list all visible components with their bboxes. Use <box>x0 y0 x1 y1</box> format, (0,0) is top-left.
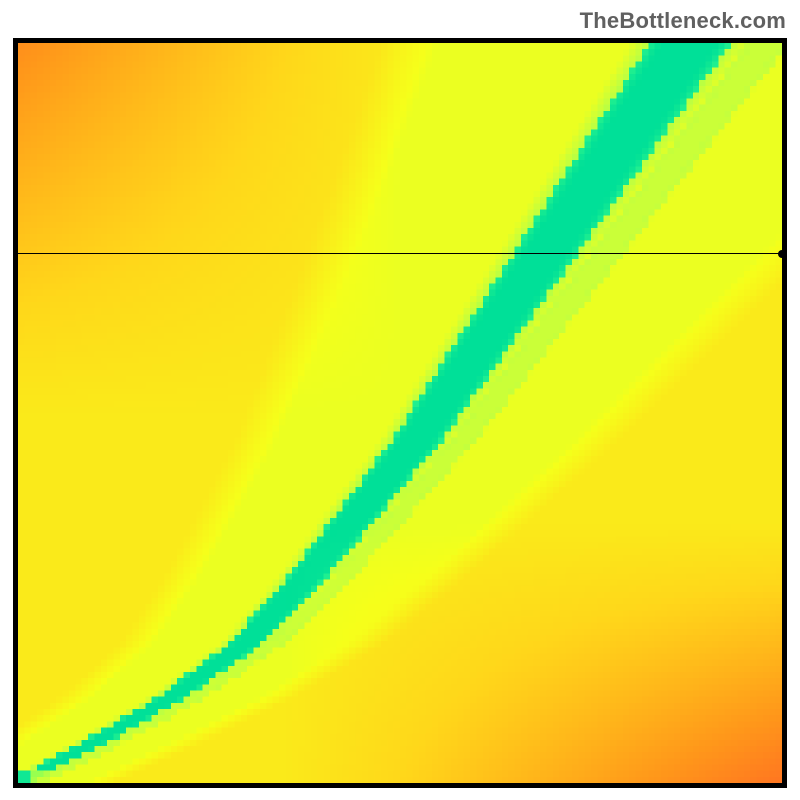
heatmap-canvas <box>18 43 782 783</box>
horizontal-reference-dot <box>778 250 786 258</box>
horizontal-reference-line <box>18 253 782 254</box>
chart-container: TheBottleneck.com <box>0 0 800 800</box>
watermark-text: TheBottleneck.com <box>580 8 786 34</box>
